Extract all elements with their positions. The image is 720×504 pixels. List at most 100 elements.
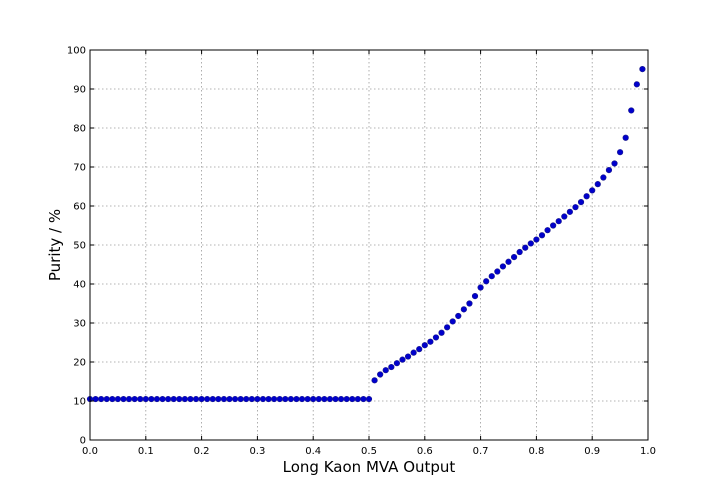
y-tick-label: 20 [73,358,86,369]
data-point [365,395,373,403]
data-point [243,395,250,403]
data-point [103,395,110,403]
data-point [315,395,322,403]
data-point [555,218,562,225]
data-point [393,360,401,367]
data-point [137,395,144,403]
y-tick-label: 0 [80,436,86,447]
data-point [187,395,194,403]
data-point [616,149,624,156]
data-point [304,395,311,403]
data-point [192,395,200,403]
data-point [131,395,138,403]
data-point [265,395,272,403]
data-point [220,395,228,403]
y-tick-label: 60 [73,202,86,213]
data-point [494,268,501,275]
data-point [622,134,629,141]
data-point [577,199,585,206]
data-point [432,334,440,341]
data-point [142,395,149,403]
data-point [460,306,467,313]
data-point [293,395,300,403]
data-point [114,395,121,403]
data-point [550,222,557,229]
data-point [120,395,127,403]
y-tick-label: 100 [67,46,86,57]
data-point [399,356,406,363]
data-point [410,349,417,356]
data-point [259,395,267,403]
data-point [338,395,345,403]
data-point [538,232,546,239]
data-point [561,213,568,220]
data-point [254,395,261,403]
data-point [466,300,473,307]
x-tick-label: 0.9 [584,446,600,457]
x-axis-label: Long Kaon MVA Output [283,458,456,476]
ticks-layer: 0.0 0.1 0.2 0.3 0.4 0.5 0.6 0.7 0.8 0.9 1.0 0 10 20 30… [67,46,656,458]
data-point [611,160,618,167]
data-point [471,292,479,300]
data-point [153,395,161,403]
y-tick-label: 90 [73,85,86,96]
data-point [332,395,339,403]
data-point [444,324,451,331]
data-point [237,395,244,403]
data-point [204,395,211,403]
data-point [165,395,172,403]
y-tick-label: 10 [73,397,86,408]
data-point [349,395,356,403]
y-tick-label: 30 [73,319,86,330]
data-point [416,346,423,353]
x-tick-label: 0.8 [528,446,544,457]
data-point [639,66,646,73]
data-point [600,174,607,181]
data-point [572,204,579,211]
x-tick-label: 1.0 [640,446,656,457]
data-point [226,395,233,403]
x-tick-label: 0.7 [473,446,489,457]
data-point [628,107,635,114]
data-point [287,395,294,403]
data-point [360,395,367,403]
data-point [209,395,216,403]
data-point [488,273,495,280]
data-point [321,395,328,403]
data-point [605,167,613,174]
data-point [276,395,283,403]
data-point [427,338,434,345]
data-point [477,284,484,291]
data-point [483,278,490,285]
data-point [505,258,512,265]
data-point [271,395,278,403]
x-tick-label: 0.4 [305,446,321,457]
x-tick-label: 0.2 [194,446,210,457]
y-tick-label: 80 [73,124,86,135]
data-point [215,395,222,403]
data-point [404,353,412,360]
data-point [310,395,317,403]
points-layer [86,66,646,403]
data-point [566,208,573,215]
data-point [159,395,166,403]
data-point [298,395,306,403]
data-point [522,244,529,251]
data-point [589,187,596,194]
data-point [176,395,183,403]
data-point [455,312,462,320]
data-point [198,395,205,403]
y-tick-label: 70 [73,163,86,174]
y-tick-label: 40 [73,280,86,291]
data-point [125,395,133,403]
data-point [499,263,507,270]
data-point [382,367,389,374]
y-axis-label: Purity / % [46,209,64,281]
data-point [231,395,239,403]
x-tick-label: 0.3 [249,446,265,457]
data-point [148,395,155,403]
data-point [377,371,384,378]
data-point [527,240,534,247]
y-tick-label: 50 [73,241,86,252]
